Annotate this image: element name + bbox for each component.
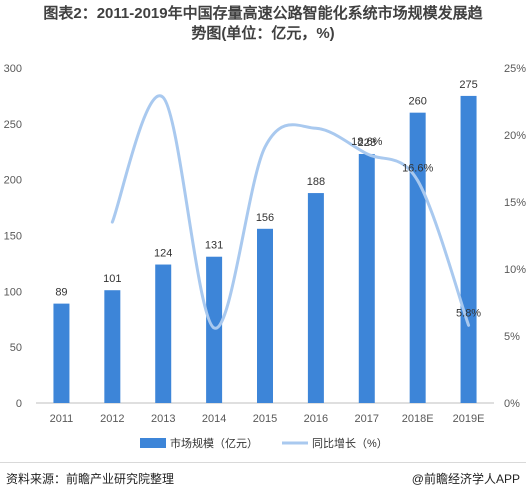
bar	[257, 228, 273, 403]
bar-value-label: 223	[358, 137, 376, 149]
y-left-tick-label: 200	[4, 175, 22, 187]
bar-value-label: 188	[307, 176, 325, 188]
bar	[206, 256, 223, 403]
y-right-tick-label: 0%	[504, 398, 520, 410]
y-right-tick-label: 10%	[504, 264, 526, 276]
brand-note: @前瞻经济学人APP	[411, 472, 520, 486]
bar	[409, 112, 426, 404]
x-tick-label: 2018E	[402, 413, 434, 425]
legend-line-label: 同比增长（%）	[312, 436, 388, 450]
growth-value-label: 5.8%	[456, 307, 481, 319]
x-tick-label: 2015	[253, 413, 277, 425]
bar-value-label: 124	[154, 248, 172, 260]
bar-value-label: 156	[256, 212, 274, 224]
legend-bar-swatch	[140, 438, 166, 448]
growth-value-label: 16.6%	[402, 163, 433, 175]
x-tick-label: 2013	[151, 413, 175, 425]
footer-divider	[0, 462, 526, 463]
y-left-tick-label: 50	[10, 342, 22, 354]
chart-title: 图表2：2011-2019年中国存量高速公路智能化系统市场规模发展趋 势图(单位…	[0, 4, 526, 44]
bar	[358, 153, 375, 403]
y-left-tick-label: 150	[4, 231, 22, 243]
x-tick-label: 2014	[202, 413, 226, 425]
y-left-tick-label: 100	[4, 286, 22, 298]
y-left-tick-label: 250	[4, 119, 22, 131]
y-right-tick-label: 15%	[504, 197, 526, 209]
chart-title-line1: 图表2：2011-2019年中国存量高速公路智能化系统市场规模发展趋	[43, 5, 483, 22]
bar-value-label: 101	[103, 273, 121, 285]
x-tick-label: 2016	[304, 413, 328, 425]
bar	[460, 95, 477, 404]
legend-bar-label: 市场规模（亿元）	[170, 436, 258, 450]
y-left-tick-label: 300	[4, 63, 22, 75]
x-tick-label: 2012	[100, 413, 124, 425]
bar	[155, 264, 172, 403]
y-right-tick-label: 20%	[504, 130, 526, 142]
bar-value-label: 89	[55, 287, 67, 299]
bar-value-label: 275	[459, 79, 477, 91]
bar-value-label: 131	[205, 240, 223, 252]
bar	[307, 193, 324, 403]
y-right-tick-label: 5%	[504, 331, 520, 343]
y-left-tick-label: 0	[16, 398, 22, 410]
x-tick-label: 2017	[355, 413, 379, 425]
y-right-tick-label: 25%	[504, 63, 526, 75]
x-tick-label: 2011	[50, 413, 74, 425]
bar-value-label: 260	[408, 96, 426, 108]
chart-title-line2: 势图(单位：亿元，%)	[191, 25, 335, 42]
x-tick-label: 2019E	[453, 413, 485, 425]
growth-line	[110, 94, 471, 330]
bar	[104, 290, 121, 403]
growth-value-label: 18.6%	[351, 136, 382, 148]
source-note: 资料来源：前瞻产业研究院整理	[6, 472, 175, 486]
bar	[53, 303, 70, 403]
